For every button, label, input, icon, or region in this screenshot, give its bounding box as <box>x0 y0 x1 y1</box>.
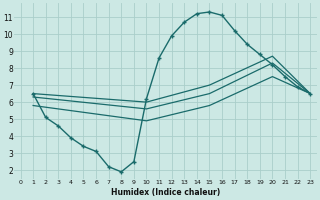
X-axis label: Humidex (Indice chaleur): Humidex (Indice chaleur) <box>111 188 220 197</box>
